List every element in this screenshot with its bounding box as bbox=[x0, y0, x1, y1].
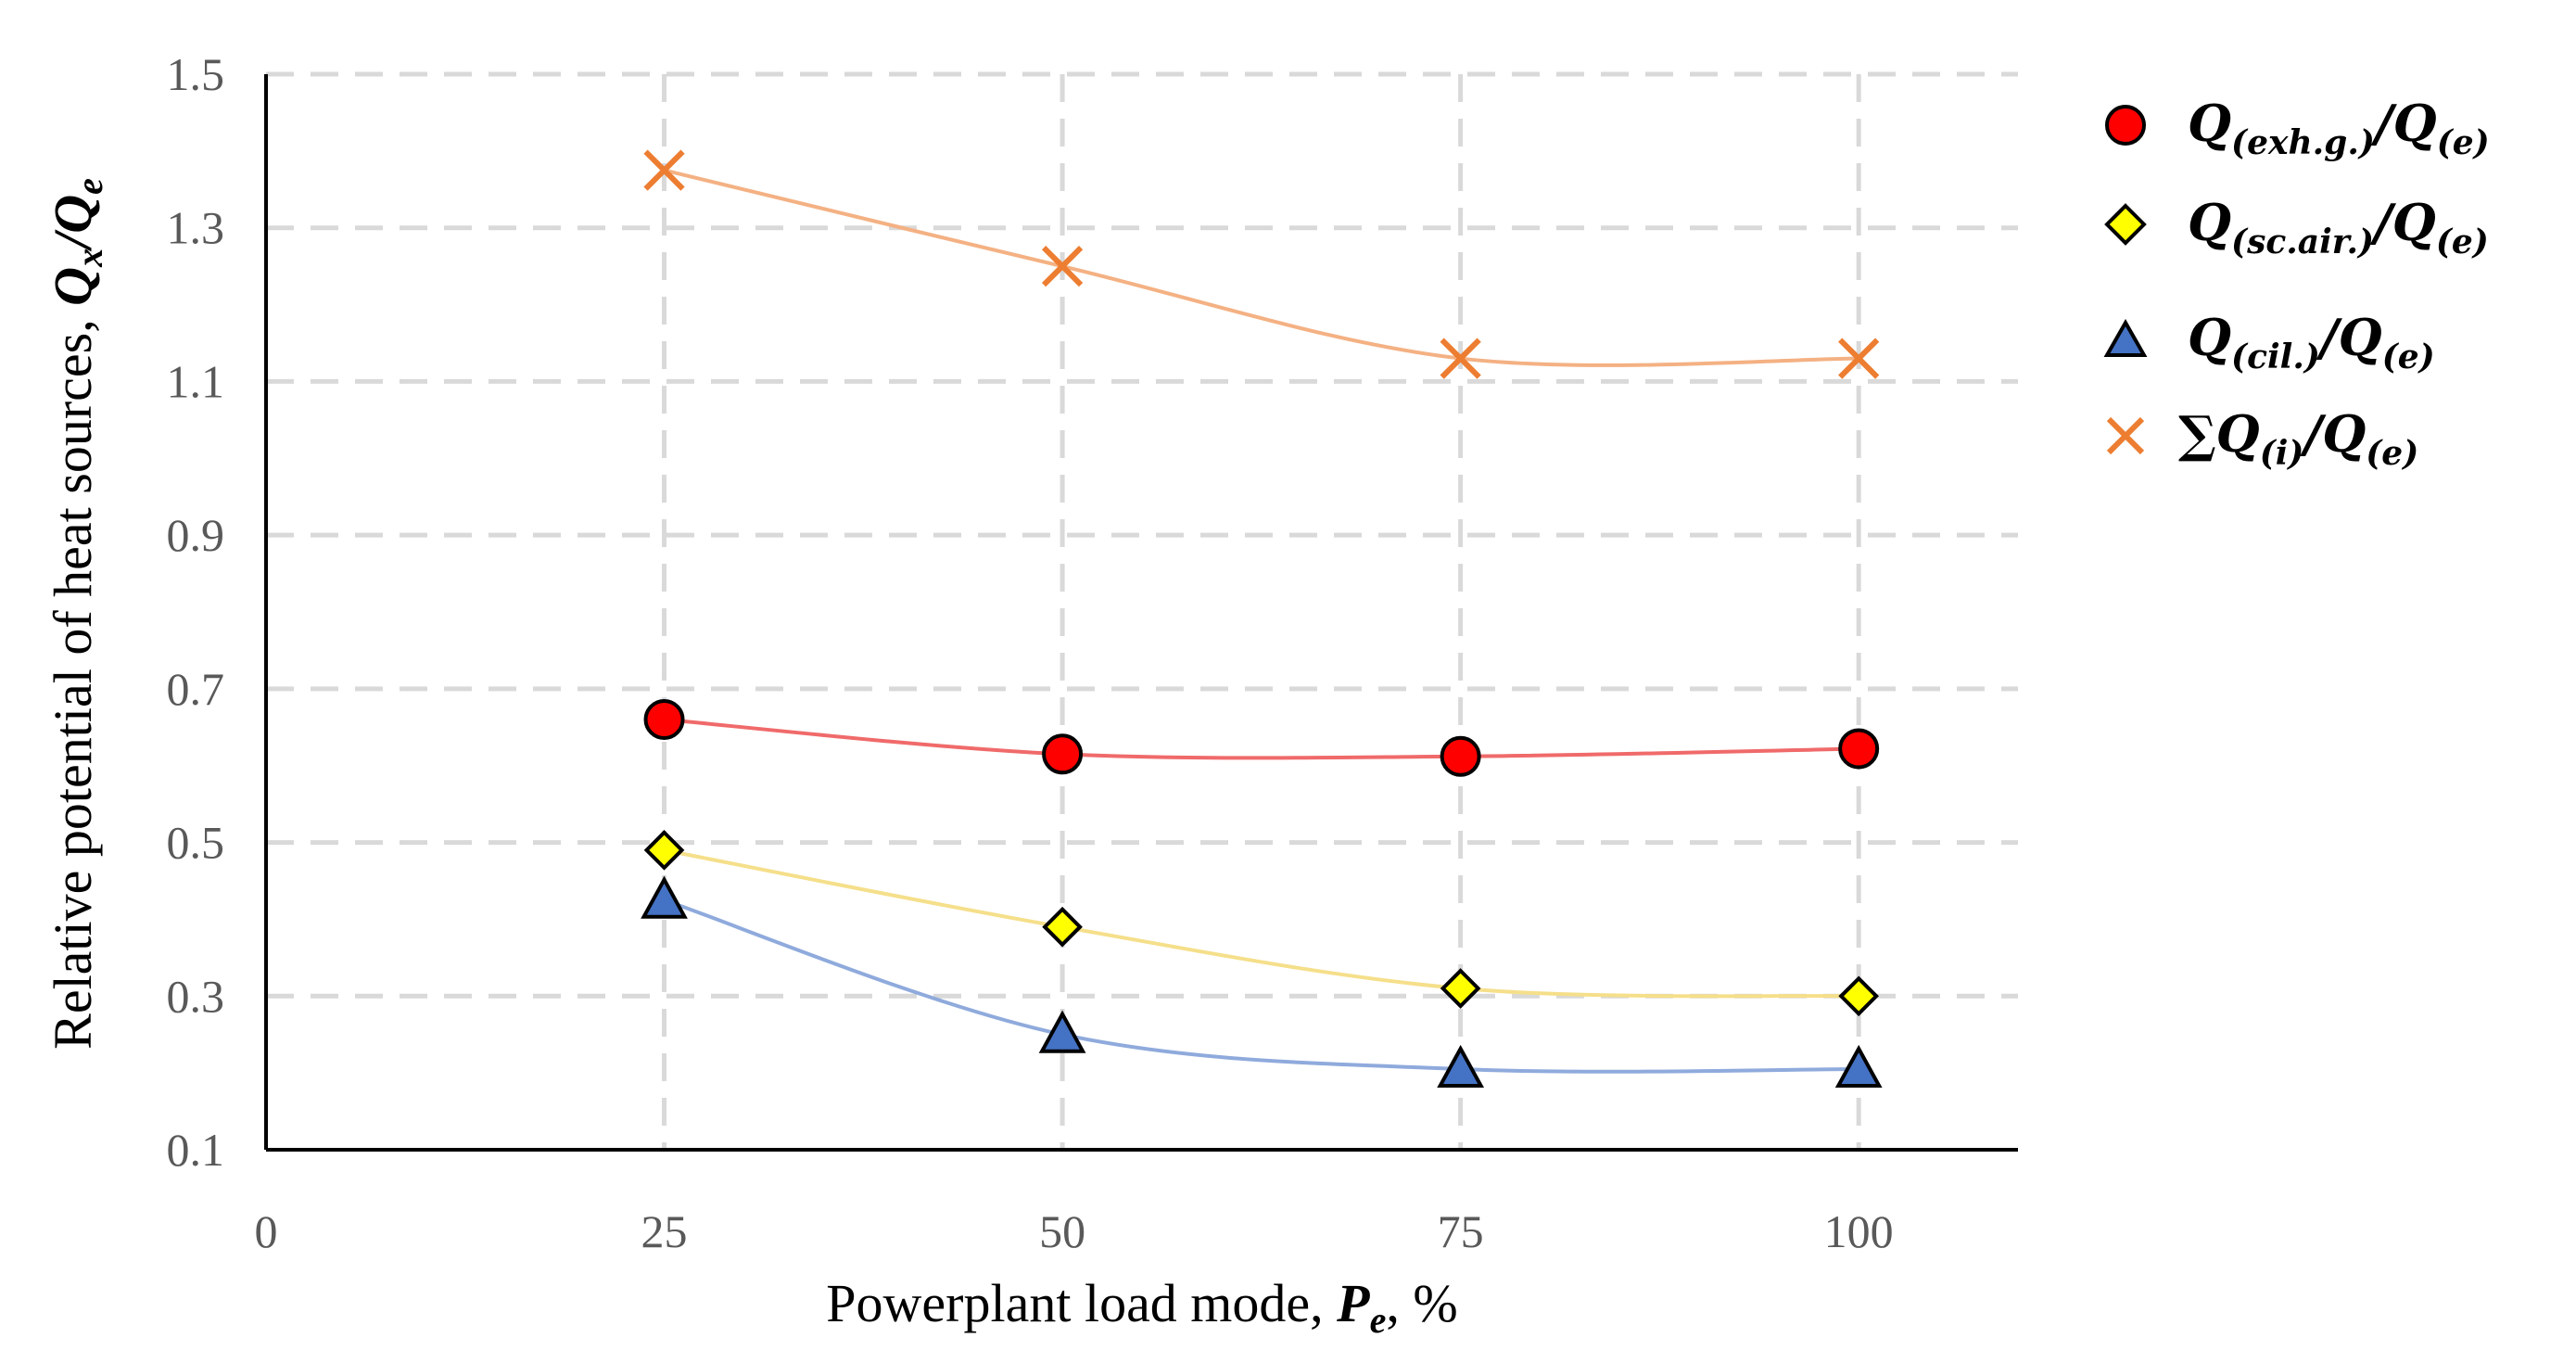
data-point-diamond bbox=[1042, 906, 1083, 948]
axes bbox=[264, 74, 2018, 1152]
series-line-0 bbox=[664, 718, 1859, 760]
legend-label: ∑Q(i)/Q(e) bbox=[2178, 404, 2418, 473]
data-point-x bbox=[1041, 246, 1084, 287]
legend-item-scair: Q(sc.air.)/Q(e) bbox=[2104, 193, 2489, 261]
legend-marker-triangle bbox=[2103, 318, 2148, 357]
tick-labels: 0.1 0.3 0.5 0.7 0.9 1.1 1.3 1.5 0 25 50 75 100 bbox=[167, 48, 1894, 1257]
legend-label: Q(cil.)/Q(e) bbox=[2188, 308, 2435, 376]
legend-marker-x bbox=[2106, 416, 2145, 455]
data-point-circle bbox=[643, 699, 685, 740]
series-line-2 bbox=[663, 898, 1859, 1074]
legend-marker-diamond bbox=[2104, 203, 2147, 246]
data-point-circle bbox=[1440, 735, 1481, 777]
legend: Q(exh.g.)/Q(e) Q(sc.air.)/Q(e) Q(cil.)/Q… bbox=[2103, 94, 2490, 473]
x-tick-label: 0 bbox=[255, 1205, 278, 1257]
series-line-1 bbox=[664, 847, 1859, 999]
y-tick-label: 0.3 bbox=[167, 970, 225, 1022]
x-tick-label: 100 bbox=[1824, 1205, 1894, 1257]
data-point-triangle bbox=[641, 875, 688, 919]
legend-label: Q(sc.air.)/Q(e) bbox=[2188, 193, 2489, 261]
y-tick-label: 0.5 bbox=[167, 817, 225, 869]
legend-item-exh: Q(exh.g.)/Q(e) bbox=[2105, 94, 2490, 162]
x-tick-label: 75 bbox=[1438, 1205, 1484, 1257]
y-tick-label: 1.3 bbox=[167, 202, 225, 254]
y-tick-label: 0.7 bbox=[167, 663, 225, 715]
y-tick-label: 0.1 bbox=[167, 1124, 225, 1176]
x-axis-title: Powerplant load mode, Pe, % bbox=[826, 1273, 1457, 1341]
data-point-diamond bbox=[1838, 975, 1880, 1017]
data-point-circle bbox=[1042, 733, 1084, 775]
legend-marker-circle bbox=[2105, 105, 2146, 146]
series-line-3 bbox=[664, 168, 1859, 367]
x-tick-label: 50 bbox=[1039, 1205, 1085, 1257]
series bbox=[641, 149, 1883, 1088]
x-tick-label: 25 bbox=[641, 1205, 688, 1257]
data-point-diamond bbox=[1440, 968, 1481, 1009]
legend-label: Q(exh.g.)/Q(e) bbox=[2188, 94, 2490, 162]
data-point-triangle bbox=[1834, 1044, 1883, 1088]
y-tick-label: 0.9 bbox=[167, 509, 225, 561]
data-point-triangle bbox=[1437, 1044, 1485, 1088]
data-point-x bbox=[1440, 338, 1481, 379]
data-point-diamond bbox=[643, 830, 685, 871]
y-axis-title: Relative potential of heat sources, Qx/Q… bbox=[43, 178, 110, 1050]
data-point-x bbox=[643, 149, 685, 191]
legend-item-sum: ∑Q(i)/Q(e) bbox=[2106, 404, 2418, 473]
legend-item-cil: Q(cil.)/Q(e) bbox=[2103, 308, 2435, 376]
y-tick-label: 1.1 bbox=[167, 355, 225, 407]
y-tick-label: 1.5 bbox=[167, 48, 225, 100]
data-point-circle bbox=[1838, 728, 1880, 770]
data-point-x bbox=[1838, 338, 1880, 379]
data-point-triangle bbox=[1038, 1010, 1086, 1053]
gridlines bbox=[266, 71, 2018, 1150]
